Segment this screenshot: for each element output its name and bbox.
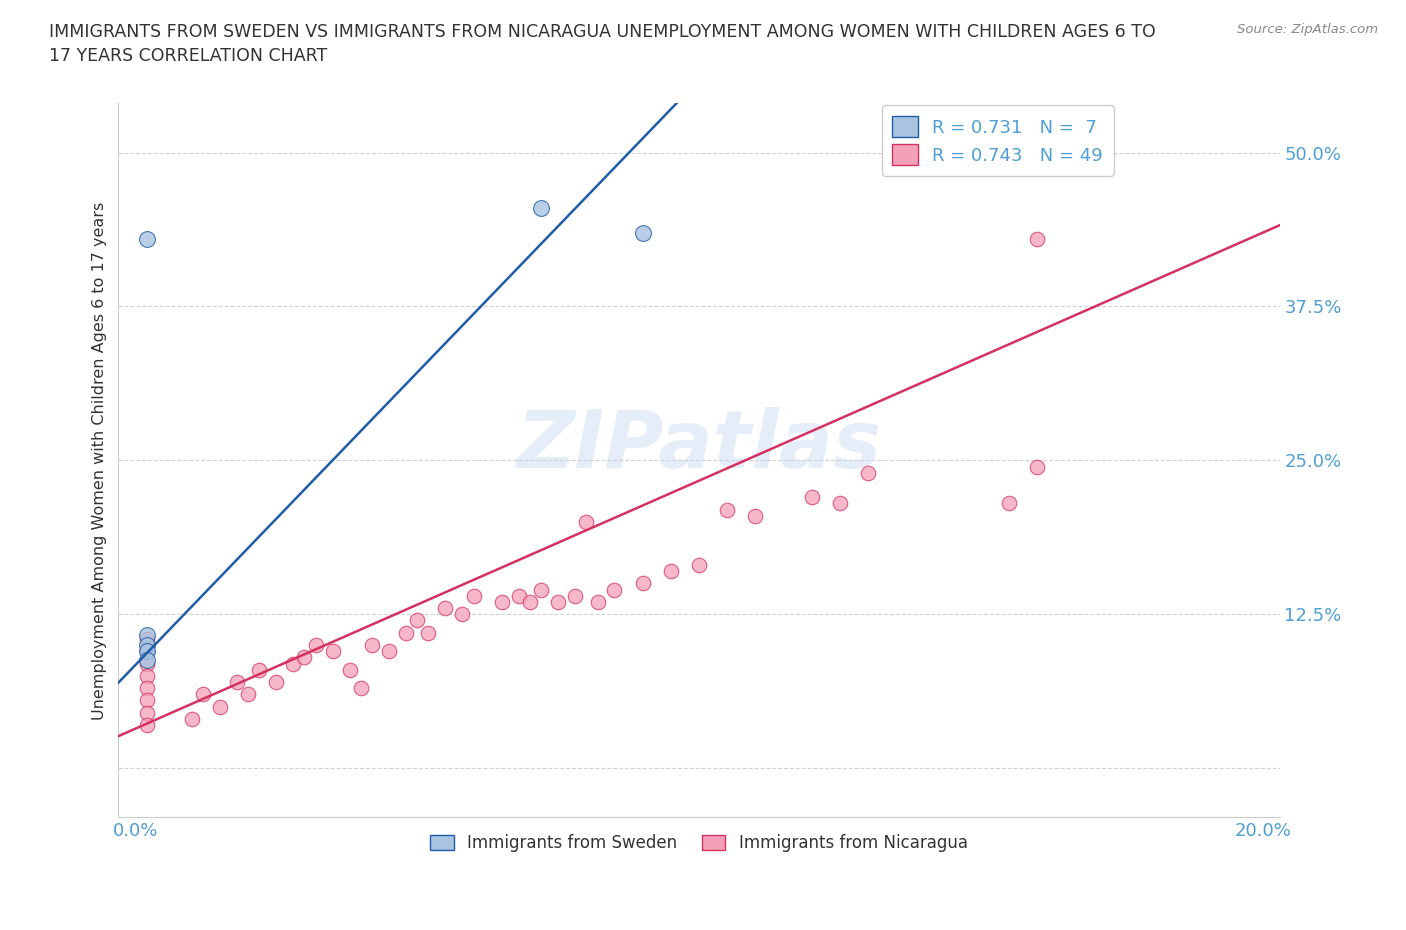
Point bbox=[491, 594, 513, 609]
Point bbox=[135, 232, 157, 246]
Point bbox=[135, 631, 157, 646]
Point bbox=[264, 674, 287, 689]
Point bbox=[180, 711, 202, 726]
Point bbox=[631, 576, 654, 591]
Point bbox=[800, 490, 823, 505]
Y-axis label: Unemployment Among Women with Children Ages 6 to 17 years: Unemployment Among Women with Children A… bbox=[93, 201, 107, 720]
Point bbox=[135, 628, 157, 643]
Point bbox=[135, 669, 157, 684]
Point bbox=[294, 650, 316, 665]
Point bbox=[508, 589, 530, 604]
Point bbox=[247, 662, 270, 677]
Point bbox=[208, 699, 231, 714]
Point bbox=[575, 514, 598, 529]
Point bbox=[350, 681, 373, 696]
Point bbox=[1026, 459, 1049, 474]
Point bbox=[135, 644, 157, 658]
Point bbox=[530, 201, 553, 216]
Point bbox=[378, 644, 401, 658]
Text: ZIPatlas: ZIPatlas bbox=[516, 407, 882, 485]
Point bbox=[530, 582, 553, 597]
Point bbox=[998, 496, 1021, 511]
Point bbox=[361, 638, 384, 653]
Point bbox=[451, 607, 474, 622]
Point bbox=[688, 558, 710, 573]
Point bbox=[463, 589, 485, 604]
Point bbox=[322, 644, 344, 658]
Point bbox=[418, 625, 440, 640]
Point bbox=[519, 594, 541, 609]
Point bbox=[305, 638, 328, 653]
Point bbox=[434, 601, 457, 616]
Point bbox=[135, 652, 157, 667]
Point bbox=[135, 693, 157, 708]
Text: IMMIGRANTS FROM SWEDEN VS IMMIGRANTS FROM NICARAGUA UNEMPLOYMENT AMONG WOMEN WIT: IMMIGRANTS FROM SWEDEN VS IMMIGRANTS FRO… bbox=[49, 23, 1156, 65]
Point bbox=[339, 662, 361, 677]
Point bbox=[1026, 232, 1049, 246]
Point bbox=[631, 225, 654, 240]
Point bbox=[564, 589, 586, 604]
Text: Source: ZipAtlas.com: Source: ZipAtlas.com bbox=[1237, 23, 1378, 36]
Point bbox=[856, 465, 879, 480]
Point bbox=[135, 644, 157, 658]
Point bbox=[744, 509, 766, 524]
Point bbox=[191, 687, 214, 702]
Point bbox=[586, 594, 609, 609]
Point bbox=[135, 718, 157, 733]
Point bbox=[236, 687, 259, 702]
Point bbox=[135, 656, 157, 671]
Legend: Immigrants from Sweden, Immigrants from Nicaragua: Immigrants from Sweden, Immigrants from … bbox=[423, 828, 974, 859]
Point bbox=[716, 502, 738, 517]
Point bbox=[603, 582, 626, 597]
Point bbox=[406, 613, 429, 628]
Point bbox=[135, 681, 157, 696]
Point bbox=[828, 496, 851, 511]
Point bbox=[547, 594, 569, 609]
Point bbox=[283, 656, 305, 671]
Point bbox=[395, 625, 418, 640]
Point bbox=[659, 564, 682, 578]
Point bbox=[135, 705, 157, 720]
Point bbox=[225, 674, 247, 689]
Point bbox=[135, 638, 157, 653]
